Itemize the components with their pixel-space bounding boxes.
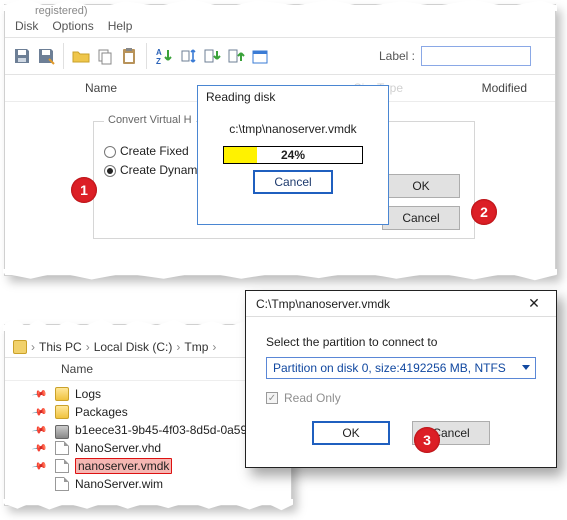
crumb-local-disk[interactable]: Local Disk (C:) <box>94 340 173 354</box>
save-as-icon[interactable] <box>35 45 57 67</box>
convert-ok-button[interactable]: OK <box>382 174 460 198</box>
svg-text:A: A <box>156 48 162 57</box>
progress-bar: 24% <box>223 146 363 164</box>
file-icon <box>55 441 69 455</box>
folder-open-icon[interactable] <box>70 45 92 67</box>
file-label: b1eece31-9b45-4f03-8d5d-0a597… <box>75 423 266 437</box>
file-label: NanoServer.vhd <box>75 441 161 455</box>
col-modified[interactable]: Modified <box>427 81 527 95</box>
folder-icon <box>55 387 69 401</box>
marker-2: 2 <box>471 199 497 225</box>
read-only-checkbox[interactable]: ✓Read Only <box>266 391 536 405</box>
select-ok-button[interactable]: OK <box>312 421 390 445</box>
file-label: nanoserver.vmdk <box>75 458 172 474</box>
svg-text:Z: Z <box>156 57 161 66</box>
pin-icon: 📌 <box>31 386 48 402</box>
partition-select[interactable]: Partition on disk 0, size:4192256 MB, NT… <box>266 357 536 379</box>
reading-cancel-button[interactable]: Cancel <box>253 170 333 194</box>
label-caption: Label : <box>379 49 415 63</box>
crumb-tmp[interactable]: Tmp <box>184 340 208 354</box>
convert-cancel-button[interactable]: Cancel <box>382 206 460 230</box>
pin-icon: 📌 <box>31 458 48 474</box>
file-icon <box>55 459 69 473</box>
marker-3: 3 <box>414 427 440 453</box>
group-title: Convert Virtual H <box>104 114 196 126</box>
read-only-label: Read Only <box>284 391 341 405</box>
save-icon[interactable] <box>11 45 33 67</box>
reading-title: Reading disk <box>198 86 388 108</box>
crumb-this-pc[interactable]: This PC <box>39 340 82 354</box>
reading-disk-dialog: Reading disk c:\tmp\nanoserver.vmdk 24% … <box>197 85 389 225</box>
calendar-icon[interactable] <box>249 45 271 67</box>
arrow-up-green-icon[interactable] <box>225 45 247 67</box>
radio-create-dynamic-label: Create Dynam <box>120 161 197 180</box>
copy-icon[interactable] <box>94 45 116 67</box>
move-up-down-icon[interactable] <box>177 45 199 67</box>
menu-help[interactable]: Help <box>108 19 133 33</box>
progress-percent: 24% <box>224 147 362 163</box>
toolbar: AZ Label : <box>5 37 555 75</box>
paste-icon[interactable] <box>118 45 140 67</box>
pin-icon: 📌 <box>31 440 48 456</box>
folder-icon <box>13 340 27 354</box>
dialog-prompt: Select the partition to connect to <box>266 335 536 349</box>
close-icon[interactable]: ✕ <box>518 294 550 314</box>
disk-tool-window: registered) Disk Options Help AZ Label :… <box>4 4 556 276</box>
reading-path: c:\tmp\nanoserver.vmdk <box>210 122 376 136</box>
file-icon <box>55 477 69 491</box>
file-label: Packages <box>75 405 128 419</box>
menu-bar: Disk Options Help <box>5 17 555 35</box>
file-label: NanoServer.wim <box>75 477 163 491</box>
title-fragment: registered) <box>35 5 88 17</box>
select-partition-dialog: C:\Tmp\nanoserver.vmdk ✕ Select the part… <box>245 290 557 468</box>
sort-az-down-icon[interactable]: AZ <box>153 45 175 67</box>
dialog-title: C:\Tmp\nanoserver.vmdk <box>256 297 390 311</box>
label-input[interactable] <box>421 46 531 66</box>
menu-disk[interactable]: Disk <box>15 19 38 33</box>
disk-icon <box>55 425 69 439</box>
marker-1: 1 <box>71 177 97 203</box>
arrow-down-green-icon[interactable] <box>201 45 223 67</box>
list-item[interactable]: NanoServer.wim <box>25 475 285 493</box>
file-label: Logs <box>75 387 101 401</box>
pin-icon: 📌 <box>31 404 48 420</box>
menu-options[interactable]: Options <box>52 19 93 33</box>
pin-icon: 📌 <box>31 422 48 438</box>
folder-icon <box>55 405 69 419</box>
radio-create-fixed-label: Create Fixed <box>120 142 189 161</box>
